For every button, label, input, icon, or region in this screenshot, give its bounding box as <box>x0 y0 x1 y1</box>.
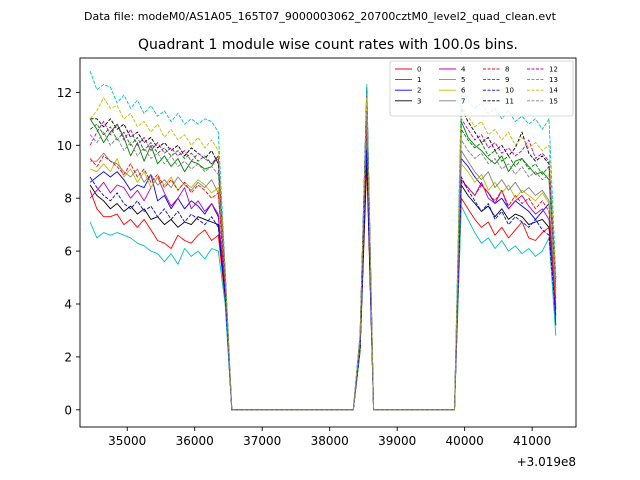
y-tick-label: 6 <box>64 245 72 259</box>
legend-label-13: 13 <box>549 76 558 84</box>
legend-label-7: 7 <box>461 97 465 105</box>
y-tick-label: 10 <box>57 139 72 153</box>
legend-label-0: 0 <box>417 66 421 74</box>
legend-label-4: 4 <box>461 66 466 74</box>
legend-label-12: 12 <box>549 66 558 74</box>
legend-label-3: 3 <box>417 97 421 105</box>
legend-label-9: 9 <box>505 76 509 84</box>
x-tick-label: 39000 <box>378 434 416 448</box>
x-tick-label: 36000 <box>176 434 214 448</box>
legend-label-5: 5 <box>461 76 465 84</box>
legend-label-1: 1 <box>417 76 421 84</box>
legend-label-15: 15 <box>549 97 558 105</box>
legend-label-2: 2 <box>417 87 421 95</box>
x-tick-label: 40000 <box>446 434 484 448</box>
axis-ticks: 35000 36000 37000 38000 39000 40000 41000 0 2 4 6 8… <box>57 86 552 448</box>
legend-label-8: 8 <box>505 66 509 74</box>
x-offset-label: +3.019e8 <box>517 455 576 469</box>
x-tick-label: 37000 <box>243 434 281 448</box>
series-line-15 <box>89 110 557 411</box>
x-tick-label: 38000 <box>311 434 349 448</box>
figure-suptitle: Data file: modeM0/AS1A05_165T07_90000030… <box>84 10 557 23</box>
x-tick-label: 41000 <box>513 434 551 448</box>
legend-label-6: 6 <box>461 87 466 95</box>
series-line-12 <box>89 89 557 411</box>
y-tick-label: 4 <box>64 298 72 312</box>
series-layer <box>89 71 557 411</box>
legend-frame <box>389 60 574 117</box>
axes-frame <box>79 57 577 428</box>
y-tick-label: 8 <box>64 192 72 206</box>
legend-label-14: 14 <box>549 87 558 95</box>
y-tick-label: 2 <box>64 350 72 364</box>
legend-label-11: 11 <box>505 97 514 105</box>
legend-label-10: 10 <box>505 87 514 95</box>
y-tick-label: 0 <box>64 403 72 417</box>
series-line-14 <box>89 97 557 411</box>
x-tick-label: 35000 <box>108 434 146 448</box>
chart-title: Quadrant 1 module wise count rates with … <box>138 37 518 53</box>
y-tick-label: 12 <box>57 86 72 100</box>
